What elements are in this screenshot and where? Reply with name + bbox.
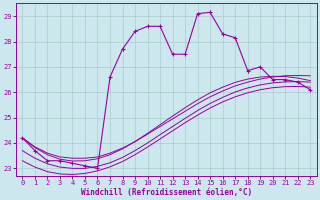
X-axis label: Windchill (Refroidissement éolien,°C): Windchill (Refroidissement éolien,°C) xyxy=(81,188,252,197)
